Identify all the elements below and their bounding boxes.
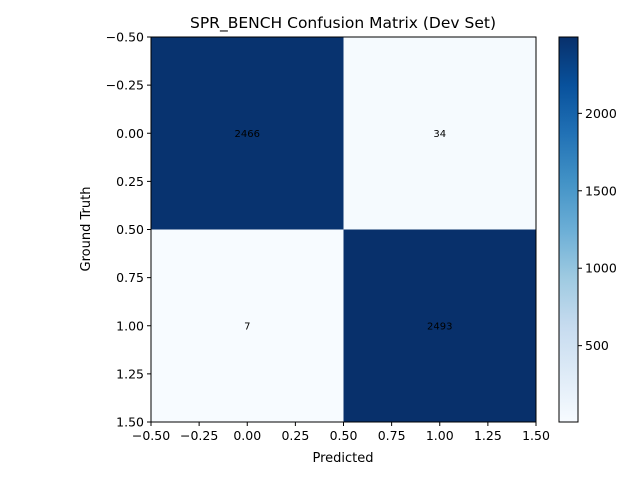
heatmap-cell-0-0	[151, 37, 344, 230]
x-tick-label: 0.75	[378, 428, 406, 443]
x-axis-ticks: −0.50 −0.25 0.00 0.25 0.50 0.75 1.00 1.25 1.50	[132, 422, 550, 443]
x-tick-label: −0.50	[132, 428, 170, 443]
y-axis-label: Ground Truth	[79, 187, 94, 272]
cell-value-label-0-1: 34	[433, 129, 446, 140]
x-tick-label: 1.25	[474, 428, 502, 443]
y-tick-label: 1.00	[116, 318, 144, 333]
y-tick-label: 0.00	[116, 126, 144, 141]
x-tick-label: 0.25	[281, 428, 309, 443]
cell-value-label-1-0: 7	[244, 321, 250, 332]
y-tick-label: −0.50	[106, 30, 144, 45]
x-axis-label: Predicted	[312, 451, 373, 466]
y-tick-label: 1.50	[116, 415, 144, 430]
x-tick-label: 1.00	[426, 428, 454, 443]
cell-value-label-1-1: 2493	[427, 321, 452, 332]
y-axis-ticks: −0.50 −0.25 0.00 0.25 0.50 0.75 1.00 1.25 1.50	[106, 30, 151, 430]
colorbar-tick-label: 1500	[585, 183, 617, 198]
colorbar: 500 1000 1500 2000	[558, 36, 617, 423]
heatmap-cell-1-1	[343, 229, 536, 422]
heatmap-cell-labels: 2466 34 7 2493	[235, 129, 453, 333]
heatmap-cell-0-1	[343, 37, 536, 230]
colorbar-tick-label: 2000	[585, 106, 617, 121]
y-tick-label: 0.50	[116, 222, 144, 237]
y-tick-label: −0.25	[106, 78, 144, 93]
cell-value-label-0-0: 2466	[235, 129, 260, 140]
y-tick-label: 1.25	[116, 366, 144, 381]
colorbar-tick-label: 1000	[585, 261, 617, 276]
colorbar-gradient	[559, 37, 578, 422]
y-tick-label: 0.75	[116, 270, 144, 285]
x-tick-label: 0.00	[233, 428, 261, 443]
x-tick-label: −0.25	[180, 428, 218, 443]
x-tick-label: 0.50	[330, 428, 358, 443]
heatmap-cells	[151, 37, 536, 422]
y-tick-label: 0.25	[116, 174, 144, 189]
colorbar-tick-label: 500	[585, 338, 609, 353]
x-tick-label: 1.50	[522, 428, 550, 443]
heatmap-cell-1-0	[151, 229, 344, 422]
colorbar-frame	[558, 36, 579, 423]
chart-title: SPR_BENCH Confusion Matrix (Dev Set)	[190, 14, 496, 33]
colorbar-ticks: 500 1000 1500 2000	[578, 106, 617, 353]
